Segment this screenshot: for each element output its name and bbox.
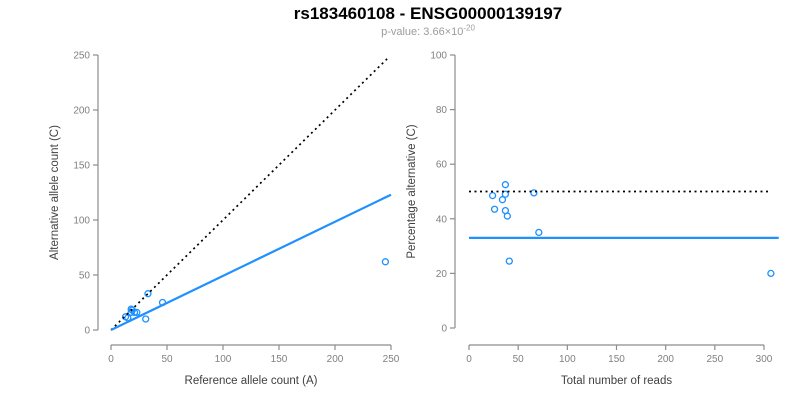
y-tick-label: 80 xyxy=(436,105,448,116)
data-point xyxy=(490,205,499,213)
data-point xyxy=(488,191,497,200)
data-point xyxy=(501,190,510,198)
x-tick-label: 100 xyxy=(559,354,576,365)
data-point xyxy=(381,258,390,266)
data-point xyxy=(767,269,775,278)
x-tick-label: 250 xyxy=(383,354,400,365)
fit-line xyxy=(110,193,392,331)
data-point xyxy=(498,196,507,204)
identity-line xyxy=(110,56,390,331)
x-tick-label: 150 xyxy=(608,354,625,365)
panel-allele-counts: 0 50 100 150 200 250 0 50 100 150 200 250 Reference … xyxy=(49,51,400,388)
data-point xyxy=(503,212,512,220)
x-axis-title: Total number of reads xyxy=(561,375,672,387)
data-point xyxy=(501,181,510,189)
pvalue-subtitle: p-value: 3.66×10-20 xyxy=(56,23,800,38)
pvalue-prefix: p-value: xyxy=(381,26,424,38)
data-point xyxy=(530,189,538,197)
data-point xyxy=(505,257,513,265)
x-tick-label: 300 xyxy=(756,354,773,365)
x-tick-label: 200 xyxy=(657,354,674,365)
x-tick-label: 250 xyxy=(706,354,723,365)
pvalue-base: 3.66×10 xyxy=(423,26,464,38)
y-tick-label: 0 xyxy=(84,326,90,337)
y-tick-label: 0 xyxy=(441,324,447,335)
y-tick-label: 100 xyxy=(430,51,447,62)
pvalue-exponent: -20 xyxy=(463,23,475,33)
data-point xyxy=(142,315,150,323)
x-axis-title: Reference allele count (A) xyxy=(185,375,318,387)
x-tick-label: 50 xyxy=(513,354,525,365)
x-tick-label: 0 xyxy=(108,354,114,365)
y-tick-label: 250 xyxy=(73,51,90,62)
panel-percentage: 0 50 100 150 200 250 300 0 20 40 60 80 100 Total numb… xyxy=(406,51,779,387)
y-tick-label: 100 xyxy=(73,216,90,227)
y-tick-label: 50 xyxy=(79,271,91,282)
page-title: rs183460108 - ENSG00000139197 xyxy=(293,4,563,23)
x-tick-label: 150 xyxy=(271,354,288,365)
y-axis-title: Percentage alternative (C) xyxy=(406,124,418,258)
x-tick-label: 50 xyxy=(161,354,173,365)
y-axis-title: Alternative allele count (C) xyxy=(49,125,61,260)
data-point xyxy=(133,308,141,317)
x-tick-label: 100 xyxy=(215,354,232,365)
data-point xyxy=(144,290,152,298)
data-point xyxy=(130,308,139,317)
y-tick-label: 150 xyxy=(73,161,90,172)
y-tick-label: 60 xyxy=(436,160,448,171)
y-tick-label: 200 xyxy=(73,106,90,117)
data-point xyxy=(535,228,543,237)
y-tick-label: 20 xyxy=(436,269,448,280)
x-tick-label: 200 xyxy=(327,354,344,365)
x-tick-label: 0 xyxy=(466,354,472,365)
y-tick-label: 40 xyxy=(436,214,448,225)
